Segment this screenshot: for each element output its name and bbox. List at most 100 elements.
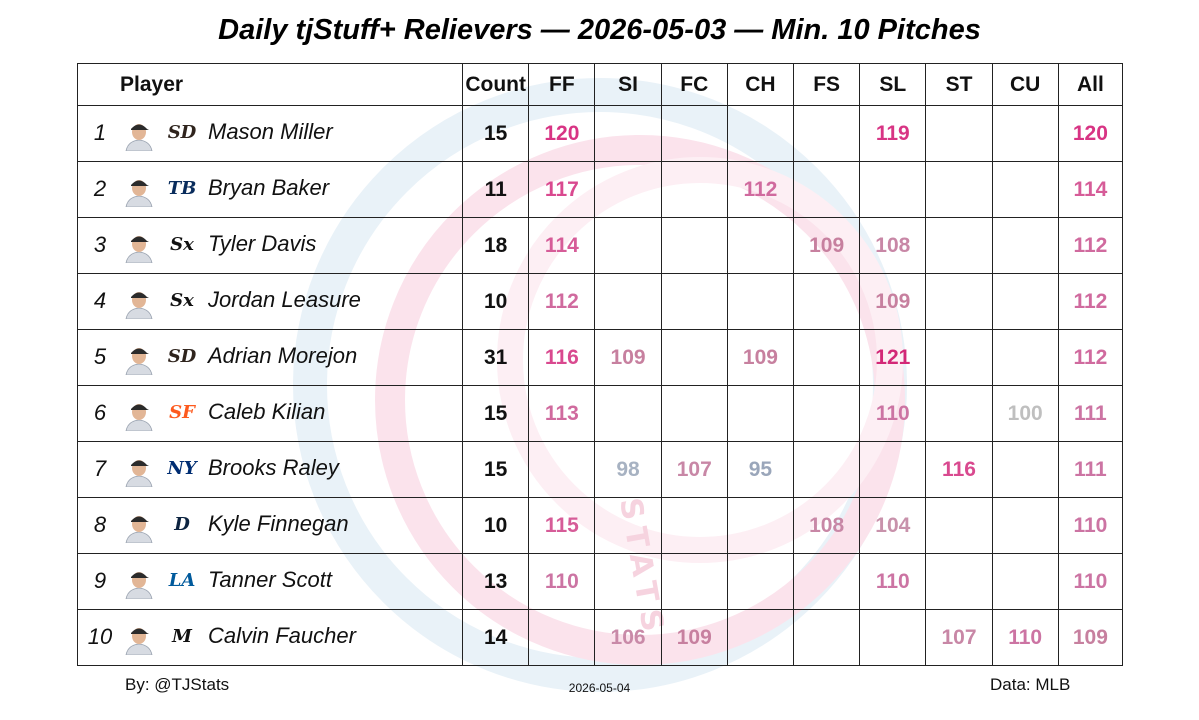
- player-cell: 9 LA Tanner Scott: [76, 553, 464, 610]
- count-cell: 10: [462, 273, 530, 330]
- chart-title: Daily tjStuff+ Relievers — 2026-05-03 — …: [218, 14, 981, 46]
- value-cell-sl: 108: [859, 217, 927, 274]
- value-cell-all: 111: [1057, 441, 1124, 498]
- value-cell-st: 116: [925, 441, 993, 498]
- player-headshot: [122, 621, 156, 655]
- value-cell-sl: 110: [859, 385, 927, 442]
- header-cu: CU: [991, 63, 1059, 106]
- value-cell-fc: [660, 385, 728, 442]
- team-logo-icon: Sx: [170, 234, 194, 255]
- count-cell: 15: [462, 385, 530, 442]
- rank-label: 8: [93, 512, 107, 537]
- player-cell: 6 SF Caleb Kilian: [76, 385, 464, 442]
- value-cell-cu: [991, 441, 1059, 498]
- header-ch: CH: [726, 63, 795, 106]
- rank-label: 7: [93, 456, 107, 481]
- value-cell-fc: [660, 105, 728, 162]
- value-cell-st: [925, 329, 993, 386]
- count-cell: 15: [462, 441, 530, 498]
- player-name: Tyler Davis: [208, 231, 317, 256]
- team-logo-icon: LA: [168, 570, 196, 591]
- player-name: Adrian Morejon: [208, 343, 358, 368]
- value-cell-si: [594, 273, 662, 330]
- header-ff: FF: [528, 63, 596, 106]
- value-cell-ch: [726, 217, 795, 274]
- team-logo-icon: NY: [167, 458, 197, 479]
- value-cell-ff: 115: [528, 497, 596, 554]
- value-cell-fs: [793, 609, 861, 666]
- value-cell-sl: 110: [859, 553, 927, 610]
- value-cell-fs: 108: [793, 497, 861, 554]
- player-headshot: [122, 285, 156, 319]
- value-cell-fc: [660, 217, 728, 274]
- value-cell-all: 112: [1057, 217, 1124, 274]
- count-cell: 18: [462, 217, 530, 274]
- value-cell-all: 110: [1057, 553, 1124, 610]
- player-headshot: [122, 229, 156, 263]
- value-cell-si: [594, 497, 662, 554]
- value-cell-sl: 121: [859, 329, 927, 386]
- count-cell: 13: [462, 553, 530, 610]
- rank-label: 2: [93, 176, 107, 201]
- rank-label: 3: [93, 232, 107, 257]
- value-cell-ch: [726, 105, 795, 162]
- value-cell-fs: [793, 161, 861, 218]
- value-cell-all: 114: [1057, 161, 1124, 218]
- footer-source: Data: MLB: [990, 675, 1071, 694]
- value-cell-cu: [991, 497, 1059, 554]
- value-cell-ch: [726, 385, 795, 442]
- value-cell-si: 98: [594, 441, 662, 498]
- value-cell-ch: 95: [726, 441, 795, 498]
- value-cell-sl: 104: [859, 497, 927, 554]
- value-cell-st: 107: [925, 609, 993, 666]
- value-cell-sl: 119: [859, 105, 927, 162]
- player-cell: 2 TB Bryan Baker: [76, 161, 464, 218]
- count-cell: 11: [462, 161, 530, 218]
- value-cell-ch: [726, 609, 795, 666]
- count-cell: 15: [462, 105, 530, 162]
- table-row: 5 SD Adrian Morejon 31 116 109 109 121 112: [76, 329, 1124, 386]
- value-cell-st: [925, 217, 993, 274]
- player-name: Brooks Raley: [208, 455, 339, 480]
- table-row: 2 TB Bryan Baker 11 117 112 114: [76, 161, 1124, 218]
- value-cell-ff: [528, 441, 596, 498]
- value-cell-ff: 120: [528, 105, 596, 162]
- value-cell-fs: [793, 105, 861, 162]
- value-cell-fc: [660, 329, 728, 386]
- value-cell-si: [594, 161, 662, 218]
- player-headshot: [122, 117, 156, 151]
- player-name: Bryan Baker: [208, 175, 330, 200]
- value-cell-st: [925, 385, 993, 442]
- value-cell-ff: [528, 609, 596, 666]
- player-headshot: [122, 341, 156, 375]
- team-logo-icon: SD: [167, 346, 197, 367]
- value-cell-fc: [660, 497, 728, 554]
- count-cell: 31: [462, 329, 530, 386]
- header-si: SI: [594, 63, 662, 106]
- value-cell-fc: 107: [660, 441, 728, 498]
- player-name: Mason Miller: [208, 119, 333, 144]
- value-cell-sl: 109: [859, 273, 927, 330]
- value-cell-fs: [793, 329, 861, 386]
- value-cell-fc: [660, 273, 728, 330]
- value-cell-fs: 109: [793, 217, 861, 274]
- value-cell-cu: [991, 161, 1059, 218]
- header-fc: FC: [660, 63, 728, 106]
- value-cell-cu: [991, 105, 1059, 162]
- value-cell-st: [925, 105, 993, 162]
- value-cell-all: 110: [1057, 497, 1124, 554]
- player-headshot: [122, 173, 156, 207]
- footer-credit: By: @TJStats: [125, 675, 230, 694]
- value-cell-ch: [726, 553, 795, 610]
- value-cell-ff: 110: [528, 553, 596, 610]
- header-all: All: [1057, 63, 1124, 106]
- rank-label: 1: [93, 120, 107, 145]
- rank-label: 10: [87, 624, 113, 649]
- value-cell-ch: 112: [726, 161, 795, 218]
- player-headshot: [122, 453, 156, 487]
- value-cell-all: 111: [1057, 385, 1124, 442]
- value-cell-all: 112: [1057, 329, 1124, 386]
- value-cell-fs: [793, 273, 861, 330]
- player-name: Caleb Kilian: [208, 399, 326, 424]
- table-row: 6 SF Caleb Kilian 15 113 110 100 111: [76, 385, 1124, 442]
